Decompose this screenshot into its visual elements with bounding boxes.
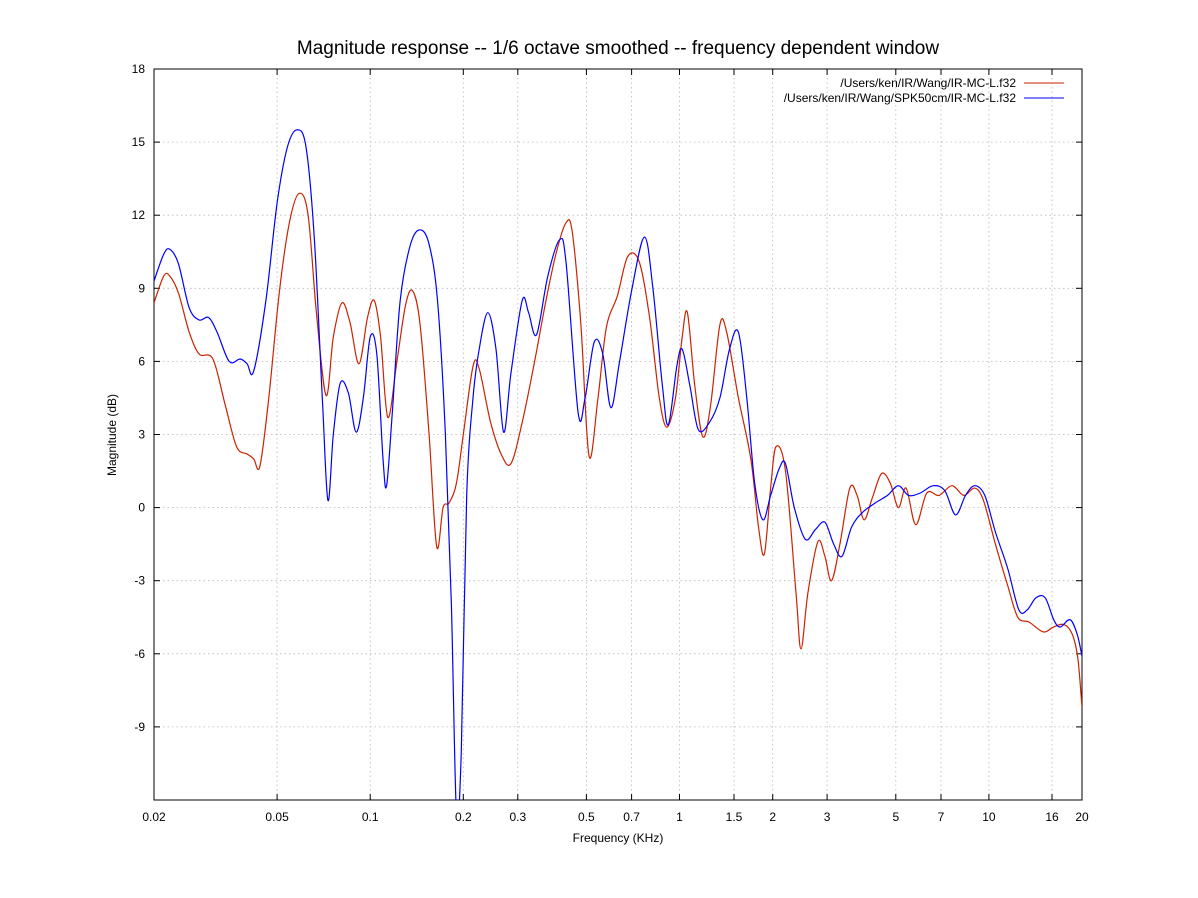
x-tick-label: 3: [824, 810, 831, 824]
x-tick-label: 0.5: [578, 810, 595, 824]
x-tick-label: 0.1: [362, 810, 379, 824]
x-tick-label: 0.3: [509, 810, 526, 824]
y-tick-label: 9: [138, 281, 145, 295]
x-tick-label: 0.05: [265, 810, 289, 824]
x-tick-label: 1: [676, 810, 683, 824]
legend-label-blue: /Users/ken/IR/Wang/SPK50cm/IR-MC-L.f32: [784, 91, 1017, 105]
x-tick-label: 1.5: [726, 810, 743, 824]
series-line-red: [154, 192, 1082, 708]
x-tick-label: 2: [769, 810, 776, 824]
y-tick-label: 6: [138, 354, 145, 368]
y-tick-label: 3: [138, 428, 145, 442]
x-tick-label: 10: [982, 810, 996, 824]
grid-lines: [154, 69, 1082, 800]
y-axis-ticks: -9 -6 -3 0 3 6 9 12 15 18: [132, 62, 1082, 734]
y-tick-label: 12: [132, 208, 146, 222]
y-tick-label: -3: [134, 574, 145, 588]
y-tick-label: -9: [134, 720, 145, 734]
chart-title: Magnitude response -- 1/6 octave smoothe…: [297, 38, 939, 59]
series-layer: [154, 129, 1082, 800]
x-tick-label: 16: [1045, 810, 1059, 824]
x-tick-label: 0.2: [455, 810, 472, 824]
x-axis-label: Frequency (KHz): [573, 831, 664, 845]
y-tick-label: -6: [134, 647, 145, 661]
legend: /Users/ken/IR/Wang/IR-MC-L.f32 /Users/ke…: [784, 76, 1064, 105]
x-tick-label: 0.7: [623, 810, 640, 824]
y-axis-label: Magnitude (dB): [105, 394, 119, 476]
x-tick-label: 0.02: [142, 810, 166, 824]
y-tick-label: 15: [132, 135, 146, 149]
x-tick-label: 7: [938, 810, 945, 824]
y-tick-label: 0: [138, 501, 145, 515]
x-tick-label: 20: [1075, 810, 1089, 824]
legend-label-red: /Users/ken/IR/Wang/IR-MC-L.f32: [840, 76, 1016, 90]
y-tick-label: 18: [132, 62, 146, 76]
x-axis-ticks: 0.02 0.05 0.1 0.2 0.3 0.5 0.7 1 1.5 2 3 5 7 10 16 20: [142, 69, 1089, 824]
series-line-blue: [154, 129, 1082, 800]
x-tick-label: 5: [892, 810, 899, 824]
